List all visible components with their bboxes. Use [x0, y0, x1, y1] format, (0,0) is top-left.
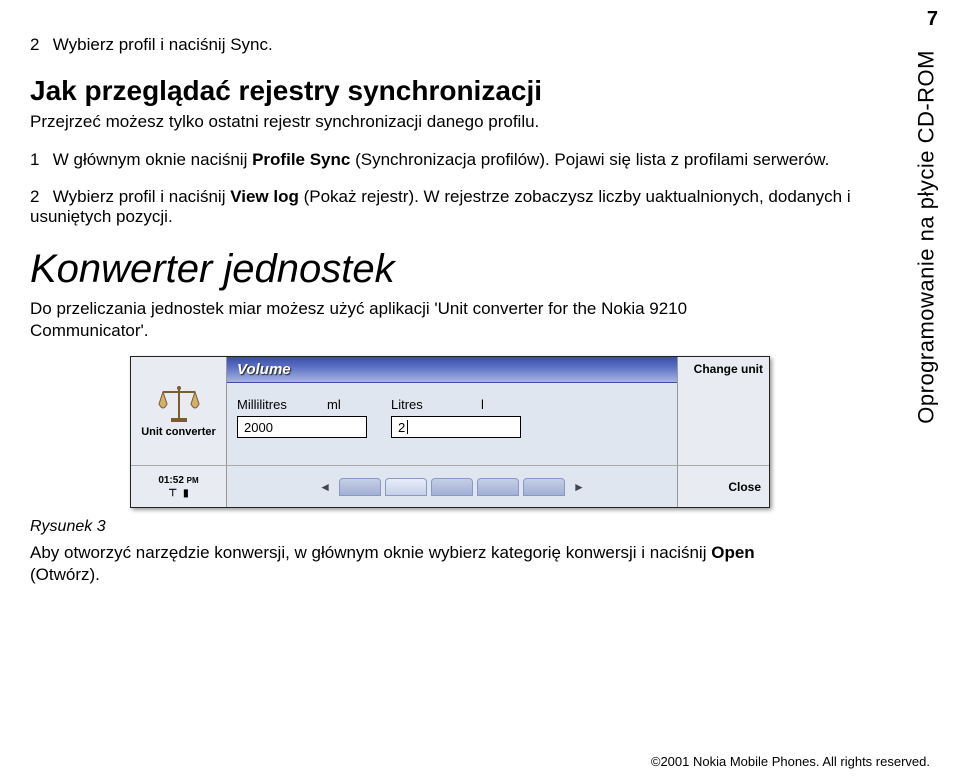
- s1-pre: W głównym oknie naciśnij: [53, 150, 252, 169]
- clock-time: 01:52: [158, 475, 184, 486]
- device-top-row: Unit converter Volume Millilitres ml 200…: [131, 357, 769, 465]
- pager: ◄ ►: [315, 478, 589, 496]
- titlebar-text: Volume: [237, 361, 291, 378]
- section1-step1: 1 W głównym oknie naciśnij Profile Sync …: [30, 150, 920, 170]
- device-titlebar: Volume: [227, 357, 677, 383]
- figure-caption: Aby otworzyć narzędzie konwersji, w głów…: [30, 542, 790, 586]
- right-column: Litres l 2: [391, 397, 521, 438]
- clock-ampm: PM: [187, 476, 199, 485]
- section1-title: Jak przeglądać rejestry synchronizacji: [30, 75, 920, 107]
- app-icon-cell: Unit converter: [131, 357, 227, 465]
- left-value-text: 2000: [244, 420, 273, 435]
- device-bottom-row: 01:52 PM ⊤ ▮ ◄ ► Close: [131, 465, 769, 507]
- page-footer: ©2001 Nokia Mobile Phones. All rights re…: [651, 754, 930, 769]
- app-name-label: Unit converter: [141, 426, 216, 438]
- antenna-icon: ⊤: [168, 488, 177, 499]
- section1-intro: Przejrzeć możesz tylko ostatni rejestr s…: [30, 111, 790, 133]
- page-number: 7: [927, 8, 938, 31]
- close-softkey[interactable]: Close: [677, 466, 769, 507]
- battery-icon: ▮: [183, 488, 189, 499]
- section2-title: Konwerter jednostek: [30, 247, 920, 292]
- left-column: Millilitres ml 2000: [237, 397, 367, 438]
- bottom-main: ◄ ►: [227, 466, 677, 507]
- caption-pre: Aby otworzyć narzędzie konwersji, w głów…: [30, 543, 711, 562]
- device-screenshot: Unit converter Volume Millilitres ml 200…: [130, 356, 770, 508]
- pager-tab-2[interactable]: [385, 478, 427, 496]
- left-value-input[interactable]: 2000: [237, 416, 367, 438]
- scales-icon: [155, 384, 203, 424]
- right-value-input[interactable]: 2: [391, 416, 521, 438]
- section2-intro: Do przeliczania jednostek miar możesz uż…: [30, 298, 790, 342]
- right-value-text: 2: [398, 420, 405, 435]
- device-main-area: Volume Millilitres ml 2000 L: [227, 357, 677, 465]
- pager-tab-5[interactable]: [523, 478, 565, 496]
- figure-label: Rysunek 3: [30, 518, 920, 536]
- s2-bold: View log: [230, 187, 299, 206]
- s1-post: (Synchronizacja profilów). Pojawi się li…: [350, 150, 829, 169]
- side-label: Oprogramowanie na płycie CD-ROM: [914, 50, 940, 424]
- step-a2: 2 Wybierz profil i naciśnij Sync.: [30, 35, 920, 55]
- step-a2-text: Wybierz profil i naciśnij Sync.: [53, 35, 273, 54]
- caption-bold: Open: [711, 543, 754, 562]
- left-unit-abbr: ml: [327, 397, 349, 412]
- converter-body: Millilitres ml 2000 Litres l 2: [227, 383, 677, 442]
- right-unit-label: Litres: [391, 397, 471, 412]
- pager-tab-1[interactable]: [339, 478, 381, 496]
- clock-cell: 01:52 PM ⊤ ▮: [131, 466, 227, 507]
- pager-right-icon[interactable]: ►: [569, 480, 589, 494]
- section1-step2: 2 Wybierz profil i naciśnij View log (Po…: [30, 187, 920, 227]
- pager-tab-3[interactable]: [431, 478, 473, 496]
- pager-tab-4[interactable]: [477, 478, 519, 496]
- left-unit-label: Millilitres: [237, 397, 317, 412]
- caption-post: (Otwórz).: [30, 565, 100, 584]
- change-unit-softkey[interactable]: Change unit: [684, 363, 763, 376]
- text-cursor: [407, 420, 408, 434]
- pager-left-icon[interactable]: ◄: [315, 480, 335, 494]
- s2-pre: Wybierz profil i naciśnij: [53, 187, 230, 206]
- right-unit-abbr: l: [481, 397, 503, 412]
- status-icons: ⊤ ▮: [168, 488, 188, 499]
- s1-bold: Profile Sync: [252, 150, 350, 169]
- right-softkey-column: Change unit: [677, 357, 769, 465]
